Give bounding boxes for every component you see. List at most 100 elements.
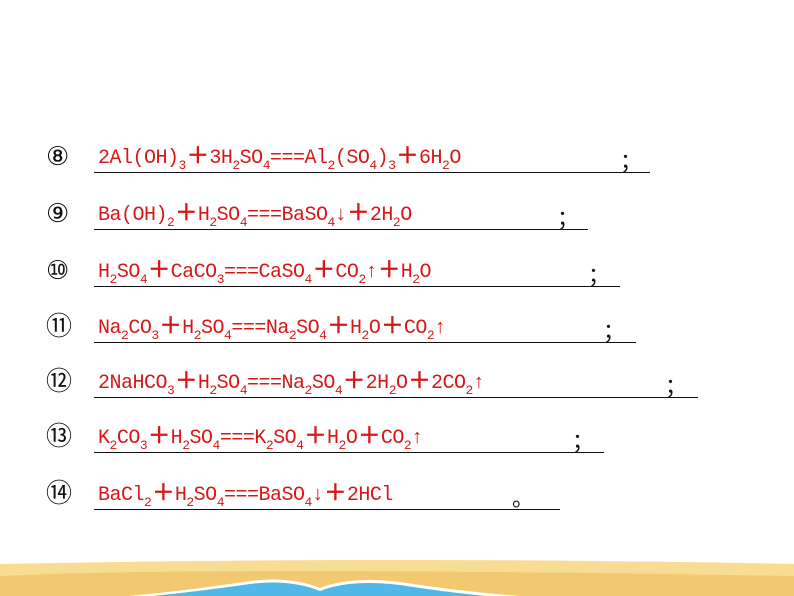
equation-text: 3H [209, 147, 233, 170]
equation-text: ↑ [434, 317, 446, 340]
subscript: 2 [167, 215, 175, 230]
equation-text: ＋ [396, 144, 418, 169]
equation-text: O [400, 204, 412, 227]
subscript: 4 [304, 272, 313, 287]
subscript: 2 [338, 438, 347, 453]
equation-answer: Na2CO3＋H2SO4===Na2SO4＋H2O＋CO2↑ [98, 314, 446, 342]
subscript: 4 [239, 215, 248, 230]
subscript: 4 [216, 495, 225, 510]
equation-text: ＋ [324, 481, 346, 506]
subscript: 3 [167, 383, 175, 398]
equation-text: CO [380, 427, 405, 450]
item-number: ⑪ [46, 312, 73, 342]
equation-text: H [174, 484, 187, 507]
equation-text: ＋ [312, 258, 335, 283]
subscript: 2 [327, 158, 336, 173]
equation-text: CaCO [170, 261, 218, 284]
equation-text: SO [311, 372, 336, 395]
equation-text: 2Al(OH) [98, 147, 179, 170]
equation-text: O [368, 317, 381, 340]
subscript: 4 [212, 438, 221, 453]
subscript: 2 [465, 383, 474, 398]
equation-text: H [182, 317, 194, 340]
equation-text: SO [201, 317, 225, 340]
answer-blank: BaCl2＋H2SO4===BaSO4↓＋2HCl [94, 479, 560, 510]
subscript: 2 [304, 383, 313, 398]
equation-text: ↑ [472, 372, 485, 395]
item-number: ⑫ [46, 367, 73, 397]
equation-text: ＋ [343, 369, 365, 394]
equation-text: ＋ [175, 369, 197, 394]
equation-text: ＋ [378, 258, 400, 283]
subscript: 4 [139, 272, 148, 287]
subscript: 3 [178, 158, 187, 173]
subscript: 4 [262, 158, 271, 173]
subscript: 2 [358, 272, 366, 287]
equation-text: ＋ [186, 144, 209, 169]
equation-text: H [350, 317, 362, 340]
subscript: 2 [186, 495, 194, 510]
equation-text: CO [128, 317, 152, 340]
equation-answer: 2Al(OH)3＋3H2SO4===Al2(SO4)3＋6H2O [98, 144, 461, 172]
equation-text: 2NaHCO [98, 372, 168, 395]
equation-answer: Ba(OH)2＋H2SO4===BaSO4↓＋2H2O [98, 201, 412, 229]
subscript: 4 [239, 383, 248, 398]
equation-text: Ba(OH) [98, 204, 168, 227]
equation-text: O [419, 261, 432, 284]
equation-text: ＋ [304, 424, 326, 449]
equation-text: ===Na [231, 317, 289, 340]
equation-text: H [98, 261, 110, 284]
subscript: 3 [139, 438, 148, 453]
equation-answer: H2SO4＋CaCO3===CaSO4＋CO2↑＋H2O [98, 258, 432, 287]
subscript: 2 [109, 272, 118, 287]
equation-text: ＋ [358, 424, 380, 449]
item-number: ⑬ [46, 422, 73, 452]
subscript: 2 [426, 328, 435, 343]
item-number: ⑩ [46, 256, 70, 286]
equation-text: H [400, 261, 413, 284]
equation-text: ↑ [411, 427, 423, 450]
equation-text: SO [193, 484, 218, 507]
punctuation: ； [572, 430, 595, 455]
answer-blank: 2Al(OH)3＋3H2SO4===Al2(SO4)3＋6H2O [94, 142, 650, 173]
subscript: 2 [388, 383, 397, 398]
equation-text: CO [403, 317, 428, 340]
equation-text: H [197, 204, 210, 227]
equation-text: O [345, 427, 358, 450]
item-number: ⑧ [46, 142, 70, 172]
equation-text: ＋ [408, 369, 431, 394]
equation-text: Na [98, 317, 122, 340]
equation-text: SO [239, 147, 264, 170]
equation-text: H [197, 372, 210, 395]
equation-text: ===Al [270, 147, 328, 170]
subscript: 4 [296, 438, 304, 453]
subscript: 2 [232, 158, 240, 173]
equation-text: 6H [419, 147, 443, 170]
equation-text: BaCl [98, 484, 145, 507]
equation-text: ===BaSO [224, 484, 305, 507]
answer-blank: K2CO3＋H2SO4===K2SO4＋H2O＋CO2↑ [94, 422, 604, 453]
answer-blank: H2SO4＋CaCO3===CaSO4＋CO2↑＋H2O [94, 256, 620, 287]
equation-text: ===Na [247, 372, 305, 395]
equation-text: ↑ [365, 261, 378, 284]
answer-blank: Na2CO3＋H2SO4===Na2SO4＋H2O＋CO2↑ [94, 312, 636, 343]
equation-text: ＋ [148, 424, 170, 449]
equation-answer: BaCl2＋H2SO4===BaSO4↓＋2HCl [98, 481, 393, 509]
subscript: 2 [121, 328, 129, 343]
punctuation: ； [588, 264, 611, 289]
equation-text: O [396, 372, 408, 395]
subscript: 3 [388, 158, 396, 173]
equation-text: ＋ [347, 201, 369, 226]
equation-text: ===CaSO [224, 261, 305, 284]
subscript: 4 [304, 495, 313, 510]
equation-text: SO [296, 317, 320, 340]
equation-text: SO [189, 427, 214, 450]
equation-text: K [98, 427, 110, 450]
subscript: 2 [209, 215, 217, 230]
equation-text: ＋ [148, 258, 170, 283]
equation-text: ＋ [327, 314, 349, 339]
equation-text: O [449, 147, 461, 170]
subscript: 4 [334, 383, 343, 398]
subscript: 2 [209, 383, 217, 398]
